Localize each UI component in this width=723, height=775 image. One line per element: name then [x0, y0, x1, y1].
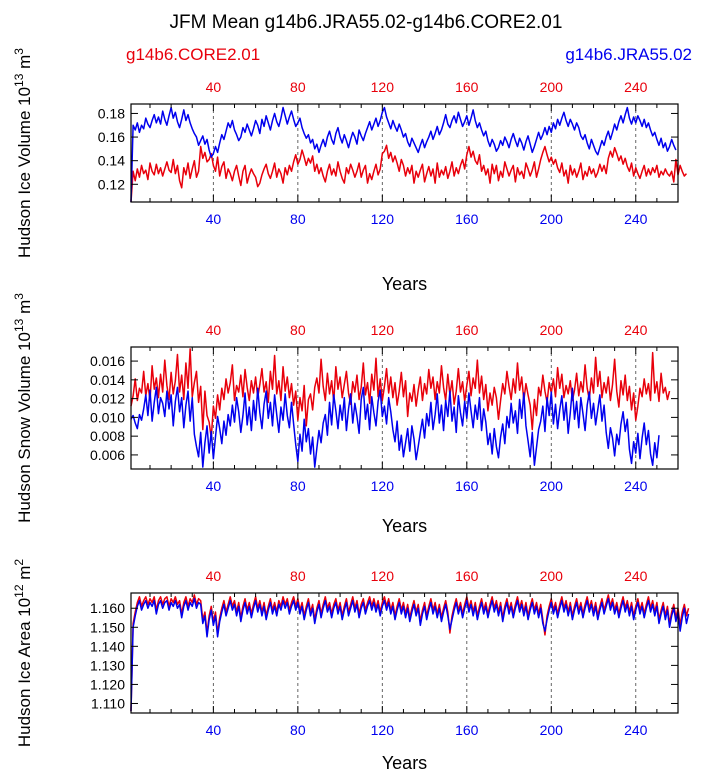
ice-volume-xtick-label-bottom: 240 [624, 211, 648, 227]
panel-ice-area: 40 40 80 80 120 120 160 160 200 200 240 240 1.110 1.1… [12, 559, 690, 773]
snow-volume-ytick-label: 0.010 [90, 409, 125, 425]
snow-volume-xtick-label-bottom: 160 [455, 478, 479, 494]
snow-volume-xtick-label-bottom: 80 [290, 478, 306, 494]
snow-volume-ytick-label: 0.006 [90, 447, 125, 463]
figure-title: JFM Mean g14b6.JRA55.02-g14b6.CORE2.01 [170, 12, 563, 33]
ice-volume-yaxis-label-part: 3 [12, 48, 26, 55]
snow-volume-yaxis-label: Hudson Snow Volume 1013 m3 [12, 293, 34, 523]
snow-volume-xtick-label-top: 40 [206, 322, 222, 338]
ice-volume-xtick-label-bottom: 160 [455, 211, 479, 227]
legend-core-label: g14b6.CORE2.01 [126, 45, 260, 64]
ice-area-xtick-label-top: 240 [624, 568, 648, 584]
snow-volume-yaxis-label-part: m [15, 300, 34, 319]
snow-volume-yaxis-label-part: 13 [12, 318, 26, 332]
ice-volume-series-core-line [130, 144, 688, 203]
snow-volume-series-jra-line [130, 386, 660, 468]
ice-volume-xtick-label-top: 160 [455, 79, 479, 95]
ice-volume-ytick-label: 0.14 [98, 153, 125, 169]
snow-volume-xtick-label-bottom: 240 [624, 478, 648, 494]
ice-volume-yaxis-label-part: m [15, 55, 34, 74]
ice-area-xtick-label-bottom: 160 [455, 722, 479, 738]
ice-volume-ytick-label: 0.12 [98, 176, 125, 192]
ice-volume-xtick-label-top: 200 [540, 79, 564, 95]
ice-volume-xtick-label-bottom: 80 [290, 211, 306, 227]
ice-area-plot-frame [130, 592, 679, 714]
ice-area-xtick-label-bottom: 80 [290, 722, 306, 738]
ice-area-xtick-label-top: 120 [371, 568, 395, 584]
ice-volume-xtick-label-top: 120 [371, 79, 395, 95]
ice-area-ytick-label: 1.140 [90, 638, 125, 654]
ice-area-xtick-label-top: 160 [455, 568, 479, 584]
ice-volume-xtick-label-bottom: 200 [540, 211, 564, 227]
panel-snow-volume: 40 40 80 80 120 120 160 160 200 200 240 240 0.006 0.0… [12, 293, 679, 536]
ice-volume-ytick-label: 0.16 [98, 129, 125, 145]
snow-volume-xtick-label-top: 80 [290, 322, 306, 338]
ice-volume-xtick-label-bottom: 40 [206, 211, 222, 227]
ice-area-xtick-label-top: 80 [290, 568, 306, 584]
ice-area-series-jra-line [130, 597, 690, 712]
snow-volume-xtick-label-top: 200 [540, 322, 564, 338]
snow-volume-xtick-label-bottom: 40 [206, 478, 222, 494]
snow-volume-xtick-label-top: 240 [624, 322, 648, 338]
ice-area-yaxis-label-part: Hudson Ice Area 10 [15, 598, 34, 747]
snow-volume-xaxis-label: Years [382, 516, 427, 536]
ice-area-ytick-label: 1.110 [91, 695, 125, 711]
ice-area-ytick-label: 1.120 [90, 676, 125, 692]
ice-volume-xtick-label-top: 80 [290, 79, 306, 95]
ice-area-ytick-label: 1.150 [90, 619, 125, 635]
ice-volume-xtick-label-top: 40 [206, 79, 222, 95]
ice-volume-xaxis-label: Years [382, 274, 427, 294]
snow-volume-series-core-line [130, 348, 671, 439]
ice-area-xtick-label-bottom: 200 [540, 722, 564, 738]
ice-volume-xtick-label-top: 240 [624, 79, 648, 95]
ice-area-yaxis-label: Hudson Ice Area 1012 m2 [12, 559, 34, 748]
snow-volume-xtick-label-top: 120 [371, 322, 395, 338]
ice-area-yaxis-label-part: m [15, 566, 34, 585]
snow-volume-xtick-label-bottom: 200 [540, 478, 564, 494]
ice-area-yaxis-label-part: 12 [12, 584, 26, 598]
ice-volume-yaxis-label-part: 13 [12, 73, 26, 87]
ice-volume-plot-frame [130, 103, 679, 203]
ice-volume-ytick-label: 0.18 [98, 105, 125, 121]
ice-volume-yaxis-label: Hudson Ice Volume 1013 m3 [12, 48, 34, 258]
ice-area-xaxis-label: Years [382, 753, 427, 773]
snow-volume-yaxis-label-part: Hudson Snow Volume 10 [15, 332, 34, 523]
snow-volume-plot-frame [130, 346, 679, 470]
ice-volume-series-jra-line [130, 106, 677, 203]
ice-area-ytick-label: 1.160 [90, 600, 125, 616]
ice-area-xtick-label-bottom: 240 [624, 722, 648, 738]
snow-volume-ytick-label: 0.012 [90, 391, 125, 407]
snow-volume-ytick-label: 0.016 [90, 353, 125, 369]
snow-volume-ytick-label: 0.008 [90, 428, 125, 444]
ice-volume-xtick-label-bottom: 120 [371, 211, 395, 227]
snow-volume-xtick-label-top: 160 [455, 322, 479, 338]
ice-area-xtick-label-top: 40 [206, 568, 222, 584]
ice-area-yaxis-label-part: 2 [12, 559, 26, 566]
legend-jra-label: g14b6.JRA55.02 [565, 45, 692, 64]
panel-ice-volume: 40 40 80 80 120 120 160 160 200 200 240 240 0.12 0.14… [12, 48, 688, 294]
snow-volume-ytick-label: 0.014 [90, 372, 125, 388]
ice-area-xtick-label-bottom: 120 [371, 722, 395, 738]
snow-volume-xtick-label-bottom: 120 [371, 478, 395, 494]
snow-volume-yaxis-label-part: 3 [12, 293, 26, 300]
ice-area-xtick-label-top: 200 [540, 568, 564, 584]
ice-area-ytick-label: 1.130 [90, 657, 125, 673]
ice-volume-yaxis-label-part: Hudson Ice Volume 10 [15, 87, 34, 258]
ice-area-xtick-label-bottom: 40 [206, 722, 222, 738]
